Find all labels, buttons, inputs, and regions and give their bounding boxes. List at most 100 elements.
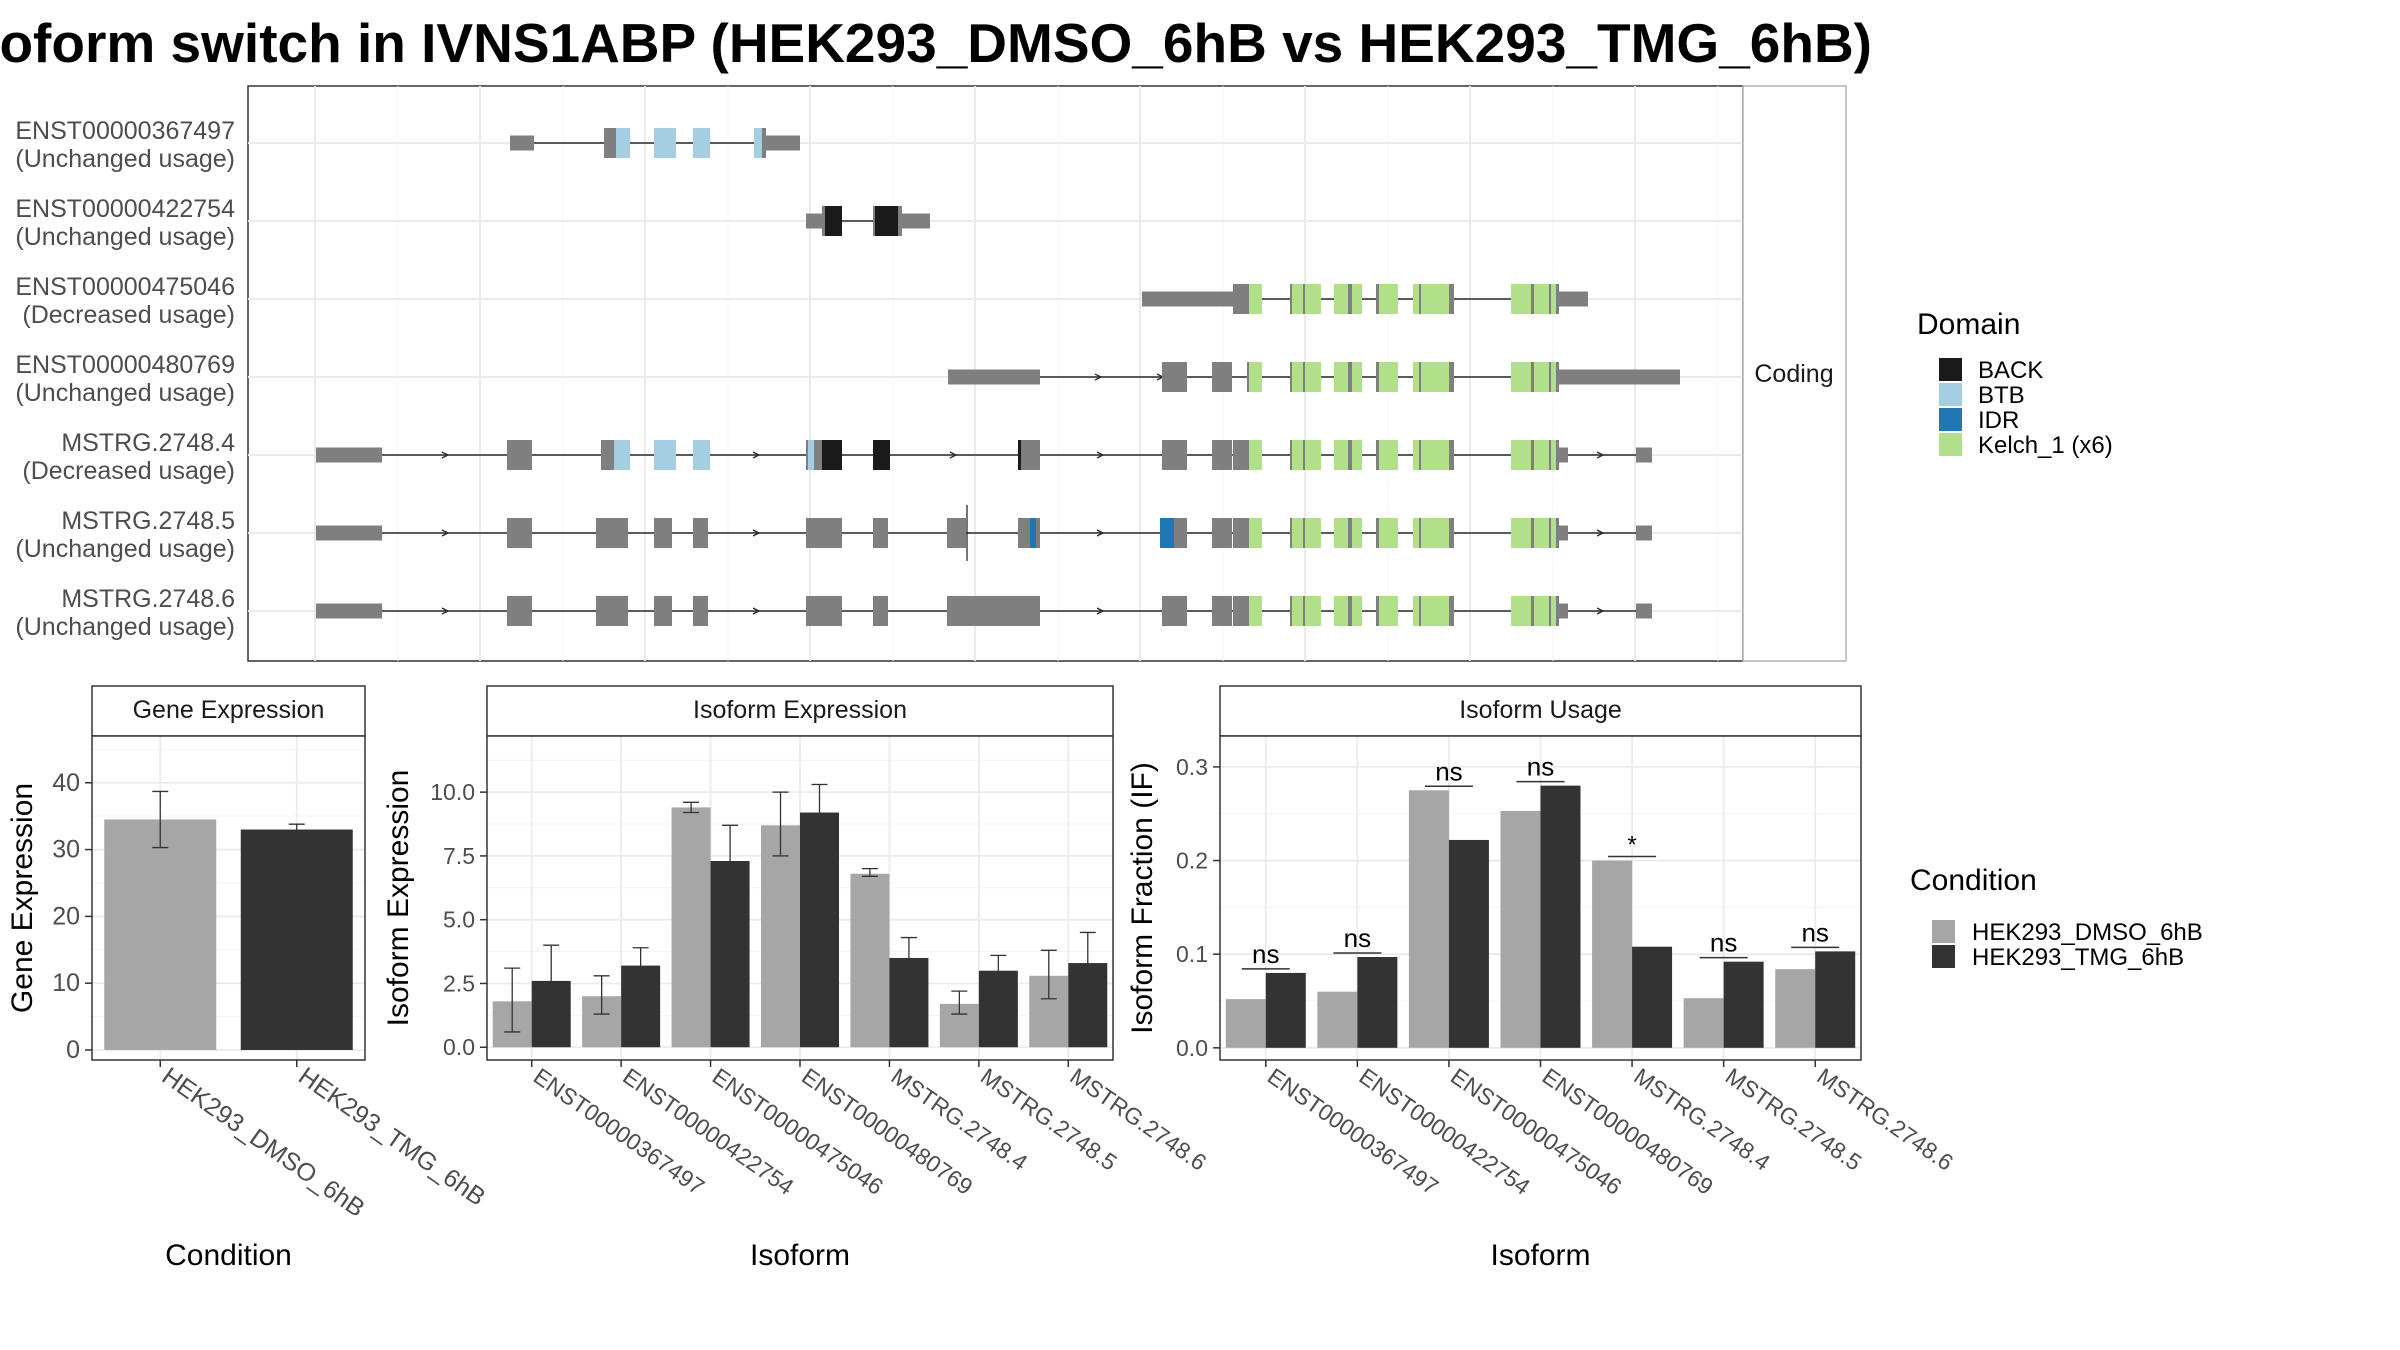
utr-exon — [902, 213, 930, 229]
domain-segment — [654, 128, 676, 158]
bar — [1815, 951, 1856, 1048]
domain-segment — [1334, 596, 1348, 626]
domain-segment — [1352, 440, 1362, 470]
domain-segment — [1413, 362, 1419, 392]
coding-exon — [1233, 440, 1247, 470]
transcript-model — [316, 440, 1652, 470]
strand-arrow — [441, 529, 450, 537]
transcript-usage-label: (Unchanged usage) — [15, 379, 235, 407]
domain-segment — [1160, 518, 1174, 548]
domain-segment — [1413, 284, 1419, 314]
transcript-id-label: ENST00000475046 — [15, 273, 235, 301]
domain-legend-label: BTB — [1978, 382, 2025, 409]
domain-segment — [1511, 596, 1531, 626]
domain-segment — [1421, 284, 1449, 314]
domain-segment — [1379, 518, 1398, 548]
coding-exon — [1018, 518, 1040, 548]
strand-arrow — [1094, 373, 1103, 381]
bar — [1683, 998, 1724, 1048]
strand-arrow — [1096, 451, 1105, 459]
panel-strip-title: Gene Expression — [133, 696, 325, 724]
domain-legend-label: BACK — [1978, 357, 2043, 384]
coding-exon — [1233, 284, 1247, 314]
y-tick-label: 0 — [66, 1036, 80, 1064]
y-axis-title: Isoform Expression — [382, 770, 415, 1027]
coding-exon — [1162, 596, 1187, 626]
domain-segment — [1292, 284, 1303, 314]
domain-segment — [1551, 518, 1556, 548]
coding-exon — [596, 518, 628, 548]
domain-segment — [1249, 518, 1262, 548]
domain-legend-swatch — [1939, 358, 1962, 381]
y-tick-label: 10.0 — [430, 779, 475, 805]
coding-exon — [596, 596, 628, 626]
domain-segment — [1305, 362, 1321, 392]
bar — [1317, 991, 1358, 1048]
domain-segment — [1305, 518, 1321, 548]
transcript-usage-label: (Unchanged usage) — [15, 223, 235, 251]
y-tick-label: 0.2 — [1176, 848, 1208, 874]
y-tick-label: 2.5 — [443, 970, 475, 996]
strand-arrow — [752, 607, 761, 615]
bar — [1500, 810, 1541, 1048]
domain-segment — [1292, 440, 1303, 470]
significance-label: * — [1627, 832, 1636, 859]
transcript-usage-label: (Decreased usage) — [22, 457, 235, 485]
transcript-model — [316, 596, 1652, 626]
bar — [671, 807, 711, 1048]
significance-label: ns — [1527, 752, 1554, 782]
y-tick-label: 10 — [52, 969, 80, 997]
coding-exon — [1212, 440, 1232, 470]
domain-legend-label: Kelch_1 (x6) — [1978, 432, 2113, 459]
y-tick-label: 0.0 — [443, 1034, 475, 1060]
domain-segment — [1534, 362, 1549, 392]
utr-exon — [316, 603, 382, 619]
domain-segment — [1413, 440, 1419, 470]
strand-arrow — [441, 607, 450, 615]
domain-segment — [693, 440, 710, 470]
domain-segment — [1352, 284, 1362, 314]
domain-segment — [1334, 284, 1348, 314]
domain-segment — [1305, 284, 1321, 314]
domain-legend-swatch — [1939, 383, 1962, 406]
panel-strip-title: Isoform Usage — [1459, 696, 1622, 724]
domain-segment — [808, 440, 814, 470]
bar — [1723, 961, 1764, 1048]
domain-segment — [1249, 284, 1262, 314]
strand-arrow — [1096, 529, 1105, 537]
y-axis-title: Gene Expression — [6, 783, 39, 1013]
significance-label: ns — [1435, 756, 1462, 786]
bar — [1540, 785, 1581, 1048]
domain-segment — [654, 440, 676, 470]
domain-segment — [1421, 440, 1449, 470]
domain-segment — [1334, 362, 1348, 392]
strand-arrow — [1596, 451, 1605, 459]
domain-segment — [1305, 596, 1321, 626]
coding-exon — [947, 518, 966, 548]
strand-arrow — [441, 451, 450, 459]
x-axis-title: Isoform — [1490, 1239, 1590, 1272]
domain-legend-swatch — [1939, 408, 1962, 431]
strand-arrow — [1096, 607, 1105, 615]
domain-segment — [1379, 440, 1398, 470]
domain-segment — [1551, 284, 1556, 314]
coding-exon — [806, 518, 842, 548]
condition-legend-swatch — [1932, 920, 1955, 943]
domain-segment — [1421, 518, 1449, 548]
domain-segment — [616, 128, 630, 158]
strand-arrow — [1596, 607, 1605, 615]
domain-segment — [1334, 518, 1348, 548]
domain-segment — [1551, 440, 1556, 470]
panel-strip — [486, 685, 1114, 737]
domain-segment — [1379, 284, 1398, 314]
coding-exon — [1212, 362, 1232, 392]
transcript-id-label: MSTRG.2748.6 — [61, 585, 235, 613]
bar — [1225, 999, 1266, 1048]
coding-exon — [654, 518, 672, 548]
domain-legend-title: Domain — [1917, 308, 2020, 341]
panel-strip — [1219, 685, 1862, 737]
domain-segment — [1352, 596, 1362, 626]
utr-exon — [1559, 447, 1568, 463]
gene-expression-panel: Gene Expression010203040HEK293_DMSO_6hBH… — [6, 685, 490, 1272]
